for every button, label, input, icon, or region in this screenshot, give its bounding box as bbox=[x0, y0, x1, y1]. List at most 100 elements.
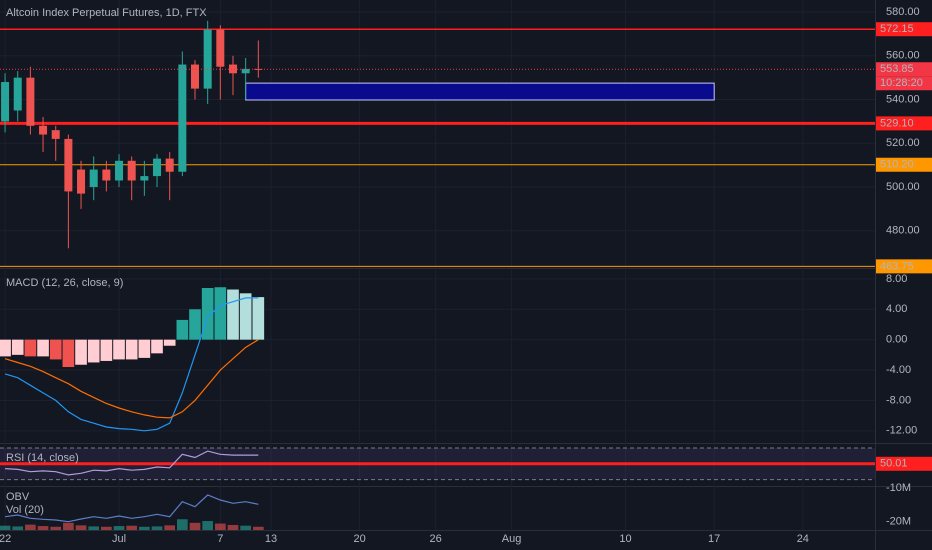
volume-bar bbox=[202, 521, 214, 530]
candle-body bbox=[127, 160, 136, 181]
candle-body bbox=[178, 64, 187, 172]
pane-title: RSI (14, close) bbox=[6, 452, 79, 464]
x-tick-label: 10 bbox=[619, 533, 631, 545]
level-tag-bg bbox=[876, 157, 932, 172]
volume-bar bbox=[63, 522, 74, 530]
last-price-tag-bg bbox=[876, 62, 932, 77]
candle-body bbox=[165, 158, 174, 172]
histogram-bar bbox=[62, 339, 75, 368]
y-tick-label: 8.00 bbox=[886, 273, 907, 285]
countdown-bg bbox=[876, 76, 932, 91]
last-price-tag: 553.85 bbox=[880, 63, 914, 75]
histogram-bar bbox=[37, 339, 49, 357]
histogram-bar bbox=[201, 287, 214, 340]
volume-bar bbox=[164, 525, 176, 530]
x-tick-label: 7 bbox=[217, 533, 223, 545]
x-tick-label: 24 bbox=[797, 533, 809, 545]
histogram-bar bbox=[87, 339, 100, 363]
y-tick-label: -12.00 bbox=[886, 425, 917, 437]
chart-title: Altcoin Index Perpetual Futures, 1D, FTX bbox=[6, 7, 207, 19]
histogram-bar bbox=[227, 289, 239, 340]
volume-bar bbox=[88, 526, 100, 530]
countdown: 10:28:20 bbox=[880, 77, 923, 89]
volume-bar bbox=[227, 524, 239, 530]
candle-body bbox=[140, 176, 149, 181]
x-tick-label: 17 bbox=[708, 533, 720, 545]
y-tick-label: 560.00 bbox=[886, 50, 920, 62]
y-tick-label: -8.00 bbox=[886, 394, 911, 406]
histogram-bar bbox=[214, 287, 227, 340]
x-tick-label: 13 bbox=[265, 533, 277, 545]
rsi-line bbox=[5, 450, 259, 476]
histogram-bar bbox=[151, 339, 163, 354]
level-tag: 510.20 bbox=[880, 159, 914, 171]
volume-bar bbox=[37, 526, 49, 530]
volume-bar bbox=[75, 525, 87, 530]
y-tick-label: -20M bbox=[886, 516, 911, 528]
volume-bar bbox=[151, 526, 163, 530]
rsi-tag: 50.01 bbox=[880, 458, 908, 470]
volume-bar bbox=[12, 526, 24, 530]
y-tick-label: 520.00 bbox=[886, 137, 920, 149]
candle-body bbox=[153, 158, 162, 177]
y-tick-label: -4.00 bbox=[886, 364, 911, 376]
volume-bar bbox=[215, 523, 226, 530]
candle-body bbox=[77, 169, 86, 194]
level-tag-bg bbox=[876, 116, 932, 131]
level-tag: 572.15 bbox=[880, 23, 914, 35]
histogram-bar bbox=[125, 339, 138, 360]
macd-line bbox=[4, 297, 259, 432]
candle-body bbox=[191, 64, 200, 89]
candle-body bbox=[102, 169, 111, 181]
volume-bar bbox=[126, 525, 138, 530]
volume-bar bbox=[25, 524, 36, 530]
histogram-bar bbox=[0, 339, 11, 357]
candle-body bbox=[241, 68, 250, 74]
y-tick-label: -10M bbox=[886, 482, 911, 494]
volume-bar bbox=[0, 525, 11, 530]
histogram-bar bbox=[163, 339, 176, 346]
obv-line bbox=[5, 494, 259, 523]
histogram-bar bbox=[11, 339, 24, 355]
pane-title: MACD (12, 26, close, 9) bbox=[6, 277, 123, 289]
volume-bar bbox=[252, 526, 264, 530]
candle-body bbox=[228, 64, 237, 74]
y-tick-label: 500.00 bbox=[886, 181, 920, 193]
level-tag: 463.75 bbox=[880, 260, 914, 272]
volume-bar bbox=[139, 526, 150, 530]
candle-body bbox=[13, 77, 22, 111]
candle-body bbox=[216, 29, 225, 67]
zone bbox=[245, 82, 715, 101]
rsi-tag-bg bbox=[876, 456, 932, 471]
volume-bar bbox=[113, 526, 125, 530]
candle-body bbox=[115, 160, 124, 181]
x-tick-label: 20 bbox=[353, 533, 365, 545]
y-tick-label: 540.00 bbox=[886, 93, 920, 105]
histogram-bar bbox=[176, 319, 189, 340]
volume-bar bbox=[50, 526, 62, 530]
level-tag-bg bbox=[876, 259, 932, 274]
y-tick-label: 480.00 bbox=[886, 225, 920, 237]
candle-body bbox=[89, 169, 98, 188]
candle-body bbox=[51, 130, 60, 139]
histogram-bar bbox=[49, 339, 62, 360]
histogram-bar bbox=[113, 339, 125, 360]
candle-body bbox=[26, 77, 35, 126]
level-tag-bg bbox=[876, 22, 932, 37]
pane-title: OBV bbox=[6, 491, 30, 503]
histogram-bar bbox=[138, 339, 151, 358]
signal-line bbox=[4, 339, 259, 419]
x-tick-label: 26 bbox=[429, 533, 441, 545]
histogram-bar bbox=[75, 339, 87, 365]
candle-body bbox=[39, 125, 48, 135]
candle-body bbox=[64, 138, 73, 192]
y-tick-label: 4.00 bbox=[886, 303, 907, 315]
volume-bar bbox=[189, 522, 201, 530]
y-tick-label: 580.00 bbox=[886, 6, 920, 18]
histogram-bar bbox=[189, 309, 201, 340]
pane-title: Vol (20) bbox=[6, 504, 44, 516]
histogram-bar bbox=[239, 293, 252, 340]
x-tick-label: Jul bbox=[112, 533, 126, 545]
histogram-bar bbox=[252, 297, 265, 340]
y-tick-label: 0.00 bbox=[886, 334, 907, 346]
